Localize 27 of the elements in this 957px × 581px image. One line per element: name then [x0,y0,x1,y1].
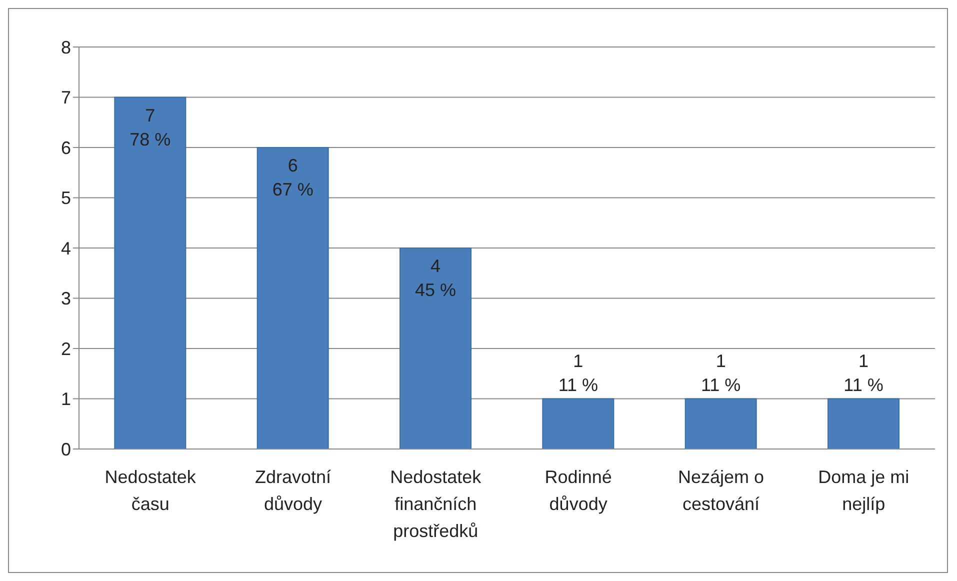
data-label: 1 11 % [700,350,741,395]
bar [684,398,757,449]
bar [542,398,614,449]
bar [114,96,186,449]
data-label: 1 11 % [844,350,884,395]
x-tick-label: Zdravotní důvody [254,467,332,514]
bar [828,398,900,449]
y-tick-label: 4 [60,238,71,258]
x-tick-label: Doma je mi nejlíp [818,467,910,514]
y-tick-label: 0 [60,439,71,460]
y-tick-label: 8 [60,37,71,58]
x-tick-label: Rodinné důvody [544,467,612,514]
x-tick-label: Nedostatek času [104,467,197,514]
y-tick-label: 5 [60,188,71,208]
y-tick-label: 1 [60,389,71,410]
bar [400,248,472,449]
x-tick-label: Nezájem o cestování [678,467,764,514]
x-tick-label: Nedostatek finančních prostředků [390,467,482,541]
data-label: 7 78 % [130,105,171,150]
data-label: 1 11 % [558,350,598,395]
bar [256,147,329,449]
y-tick-label: 6 [60,138,71,158]
y-tick-label: 3 [60,288,71,309]
y-tick-label: 7 [60,88,71,108]
y-tick-label: 2 [60,338,71,359]
data-label: 6 67 % [272,156,314,200]
data-label: 4 45 % [414,256,456,300]
